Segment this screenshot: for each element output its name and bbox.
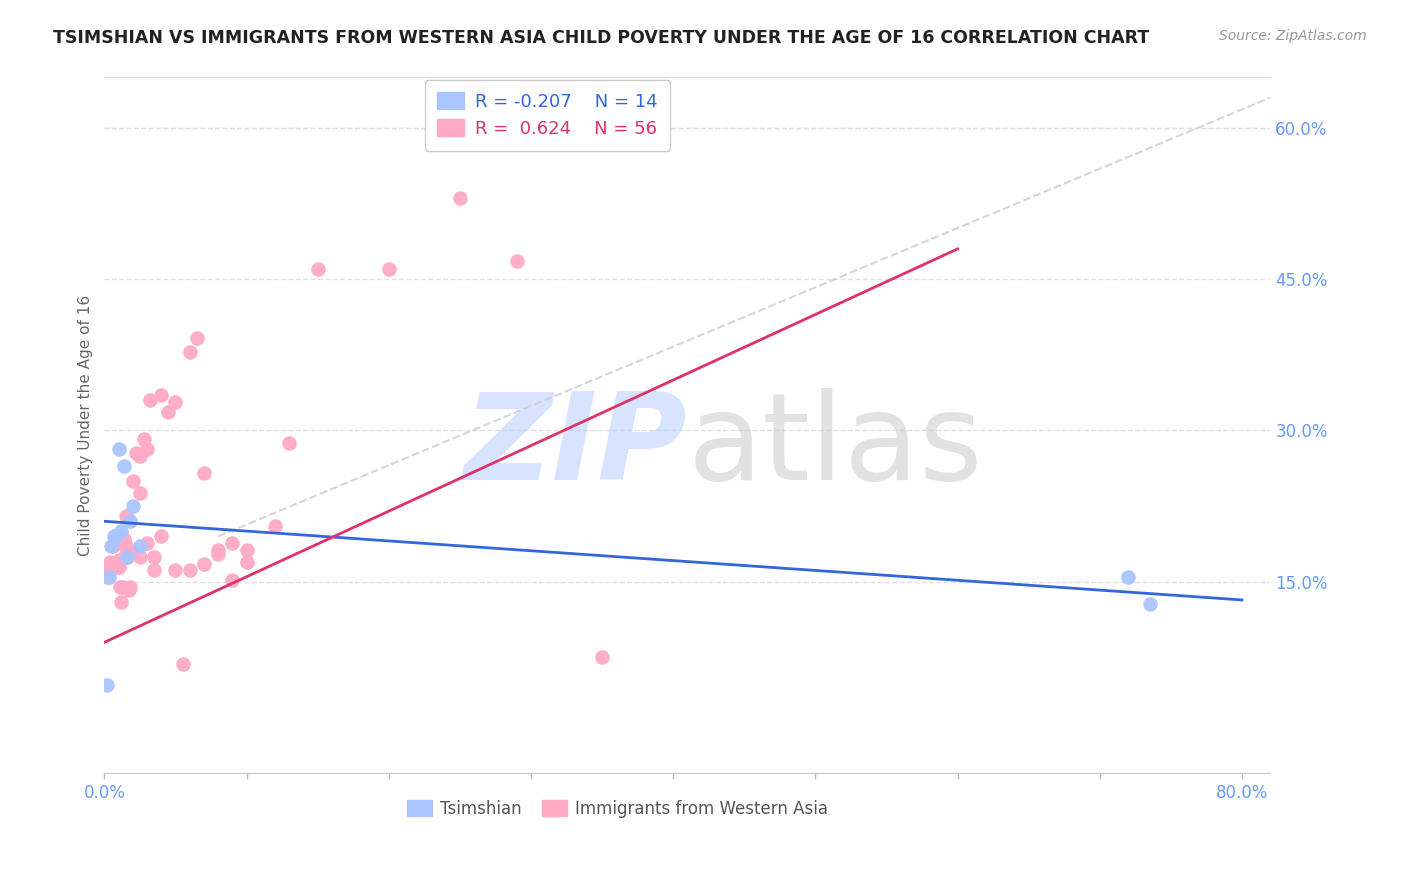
Point bbox=[100, 563, 122, 577]
Point bbox=[114, 540, 136, 554]
Point bbox=[139, 393, 162, 408]
Point bbox=[165, 563, 187, 577]
Point bbox=[111, 580, 134, 594]
Point bbox=[114, 509, 136, 524]
Point bbox=[107, 442, 129, 456]
Point bbox=[150, 388, 173, 402]
Point bbox=[110, 524, 132, 539]
Y-axis label: Child Poverty Under the Age of 16: Child Poverty Under the Age of 16 bbox=[79, 295, 93, 556]
Point bbox=[97, 570, 120, 584]
Point bbox=[103, 536, 125, 550]
Point bbox=[1116, 570, 1139, 584]
Point bbox=[193, 557, 215, 571]
Point bbox=[118, 514, 141, 528]
Point bbox=[108, 580, 131, 594]
Point bbox=[98, 555, 121, 569]
Point bbox=[186, 331, 208, 345]
Point bbox=[264, 519, 287, 533]
Point bbox=[112, 458, 135, 473]
Point bbox=[591, 650, 613, 665]
Point bbox=[157, 405, 180, 419]
Point bbox=[96, 570, 118, 584]
Point bbox=[105, 557, 128, 571]
Point bbox=[129, 549, 152, 564]
Text: ZIP: ZIP bbox=[464, 388, 688, 505]
Point bbox=[96, 678, 118, 692]
Point bbox=[129, 486, 152, 500]
Point bbox=[235, 542, 257, 557]
Point bbox=[101, 540, 124, 554]
Point bbox=[307, 262, 329, 277]
Point bbox=[150, 529, 173, 543]
Point bbox=[129, 449, 152, 463]
Point bbox=[104, 529, 127, 543]
Point bbox=[172, 657, 194, 672]
Point bbox=[129, 540, 152, 554]
Point bbox=[117, 582, 139, 597]
Point bbox=[143, 549, 166, 564]
Point bbox=[134, 432, 156, 446]
Text: TSIMSHIAN VS IMMIGRANTS FROM WESTERN ASIA CHILD POVERTY UNDER THE AGE OF 16 CORR: TSIMSHIAN VS IMMIGRANTS FROM WESTERN ASI… bbox=[53, 29, 1150, 46]
Text: atlas: atlas bbox=[688, 388, 983, 505]
Point bbox=[110, 595, 132, 609]
Point bbox=[107, 552, 129, 566]
Point bbox=[193, 466, 215, 480]
Point bbox=[378, 262, 401, 277]
Legend: Tsimshian, Immigrants from Western Asia: Tsimshian, Immigrants from Western Asia bbox=[401, 793, 835, 824]
Point bbox=[121, 474, 143, 488]
Point bbox=[235, 555, 257, 569]
Point bbox=[179, 563, 201, 577]
Point bbox=[136, 442, 159, 456]
Point bbox=[115, 549, 138, 564]
Point bbox=[506, 254, 529, 268]
Point bbox=[179, 344, 201, 359]
Point bbox=[124, 445, 146, 459]
Point bbox=[207, 542, 229, 557]
Point bbox=[207, 547, 229, 561]
Point bbox=[121, 499, 143, 513]
Point bbox=[100, 540, 122, 554]
Point bbox=[449, 192, 471, 206]
Point bbox=[97, 559, 120, 574]
Point bbox=[165, 395, 187, 409]
Point bbox=[107, 559, 129, 574]
Point bbox=[118, 580, 141, 594]
Point bbox=[221, 536, 243, 550]
Point bbox=[143, 563, 166, 577]
Point bbox=[115, 549, 138, 564]
Point bbox=[278, 435, 301, 450]
Point bbox=[1139, 597, 1161, 611]
Point bbox=[112, 533, 135, 547]
Point bbox=[121, 544, 143, 558]
Point bbox=[221, 573, 243, 587]
Point bbox=[136, 536, 159, 550]
Point bbox=[114, 547, 136, 561]
Point bbox=[103, 529, 125, 543]
Text: Source: ZipAtlas.com: Source: ZipAtlas.com bbox=[1219, 29, 1367, 43]
Point bbox=[104, 559, 127, 574]
